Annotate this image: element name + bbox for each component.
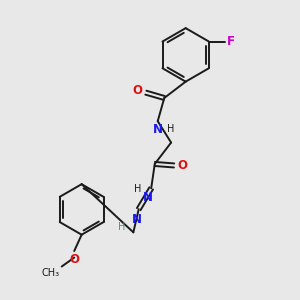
Text: CH₃: CH₃ — [42, 268, 60, 278]
Text: O: O — [177, 159, 187, 172]
Text: O: O — [133, 84, 143, 97]
Text: N: N — [153, 123, 163, 136]
Text: F: F — [227, 35, 235, 48]
Text: H: H — [134, 184, 142, 194]
Text: O: O — [69, 254, 79, 266]
Text: H: H — [118, 222, 125, 232]
Text: H: H — [167, 124, 174, 134]
Text: N: N — [132, 213, 142, 226]
Text: N: N — [143, 191, 153, 204]
